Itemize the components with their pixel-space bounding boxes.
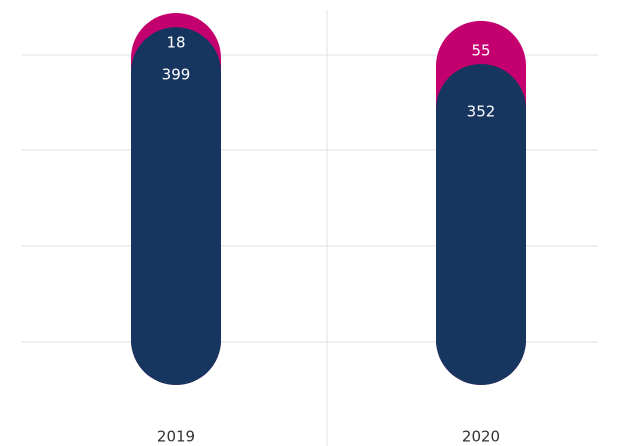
bar-segment: [131, 27, 221, 385]
data-label: 399: [162, 66, 191, 84]
data-label: 55: [471, 41, 490, 59]
bar-segment: [436, 63, 526, 385]
data-label: 352: [467, 102, 496, 120]
x-tick-label: 2019: [157, 428, 195, 446]
x-tick-label: 2020: [462, 428, 500, 446]
data-label: 18: [166, 34, 185, 52]
